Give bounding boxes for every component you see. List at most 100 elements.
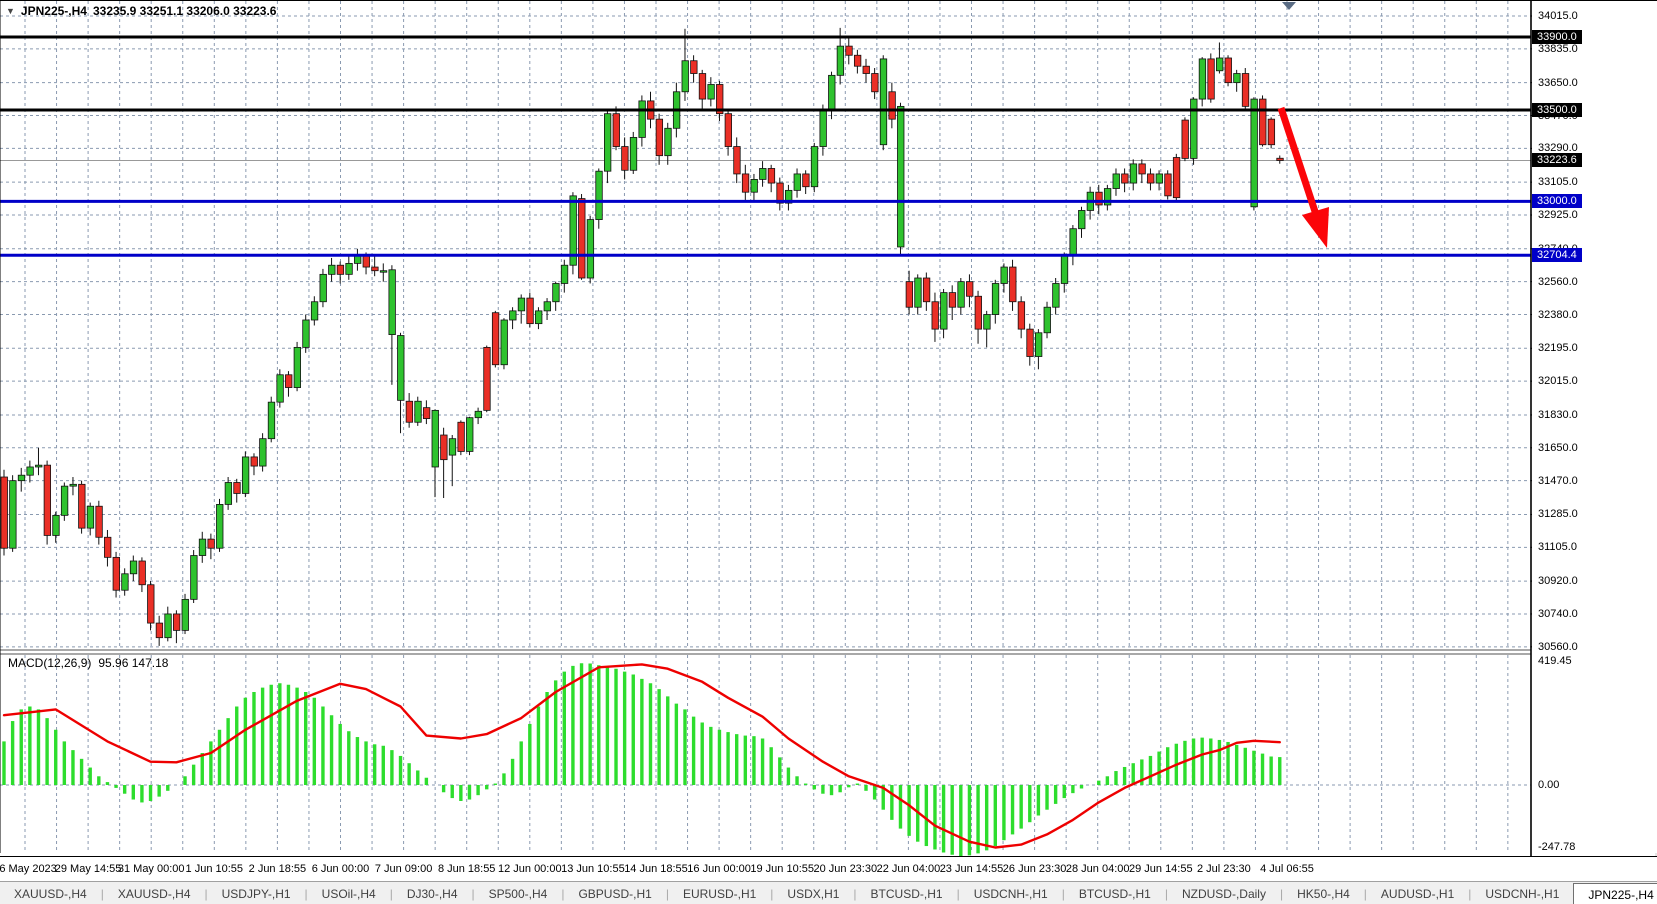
candle-bull bbox=[543, 301, 551, 312]
candle-bull bbox=[750, 179, 758, 193]
price-tick-label: 33650.0 bbox=[1538, 76, 1578, 89]
candle-bull bbox=[267, 401, 276, 440]
candle-bull bbox=[1129, 163, 1138, 184]
chart-tab-xauusd-h4[interactable]: XAUUSD-,H4 bbox=[14, 886, 87, 901]
candle-bear bbox=[95, 505, 103, 538]
candle-bull bbox=[328, 264, 336, 275]
candle-bull bbox=[836, 45, 845, 76]
date-tick-label: 12 Jun 00:00 bbox=[497, 863, 562, 875]
candle-bull bbox=[1052, 283, 1060, 308]
chart-tab-audusd-h1[interactable]: AUDUSD-,H1 bbox=[1380, 886, 1455, 901]
chart-tab-bar: XAUUSD-,H4 | XAUUSD-,H4 | USDJPY-,H1 | USOil-,… bbox=[0, 881, 1657, 904]
candle-bear bbox=[698, 73, 707, 100]
macd-axis-label: -247.78 bbox=[1538, 841, 1576, 853]
chart-tab-hk50-h4[interactable]: HK50-,H4 bbox=[1297, 886, 1350, 901]
candle-bull bbox=[879, 58, 888, 146]
candle-bear bbox=[767, 168, 776, 184]
candle-bull bbox=[793, 173, 801, 191]
price-axis[interactable]: 34015.033835.033650.033470.033290.033105… bbox=[1532, 1, 1657, 853]
candle-bull bbox=[1190, 98, 1198, 159]
candle-bull bbox=[198, 538, 207, 556]
chart-tab-eurusd-h1[interactable]: EURUSD-,H1 bbox=[682, 886, 757, 901]
candle-bull bbox=[1000, 266, 1008, 284]
tab-separator: | bbox=[1363, 886, 1367, 901]
chart-tab-dj30-h4[interactable]: DJ30-,H4 bbox=[406, 886, 458, 901]
candle-bear bbox=[1224, 57, 1232, 84]
trend-arrow-annotation[interactable] bbox=[1277, 106, 1320, 216]
candle-bull bbox=[914, 277, 922, 308]
candle-bear bbox=[621, 146, 629, 171]
price-tick-label: 30740.0 bbox=[1538, 607, 1578, 620]
candle-bull bbox=[241, 456, 250, 494]
candle-bull bbox=[190, 555, 198, 600]
candle-bull bbox=[414, 400, 422, 423]
candle-bear bbox=[207, 538, 215, 549]
candle-bear bbox=[371, 266, 379, 272]
candle-bear bbox=[845, 45, 853, 56]
date-tick-label: 2 Jun 18:55 bbox=[248, 863, 307, 875]
candle-bear bbox=[491, 312, 500, 366]
candle-bull bbox=[181, 598, 189, 631]
macd-signal-line bbox=[2, 663, 1282, 849]
price-tick-label: 31285.0 bbox=[1538, 508, 1578, 521]
tab-separator: | bbox=[100, 886, 104, 901]
candle-bear bbox=[250, 456, 258, 467]
candle-bear bbox=[1147, 173, 1155, 184]
candle-bull bbox=[1250, 98, 1258, 208]
candle-bear bbox=[526, 297, 534, 325]
candle-bear bbox=[43, 464, 51, 536]
candle-bull bbox=[164, 613, 172, 639]
chart-tab-gbpusd-h1[interactable]: GBPUSD-,H1 bbox=[578, 886, 652, 901]
candle-bull bbox=[379, 270, 388, 273]
candle-bear bbox=[802, 173, 810, 188]
chart-tab-sp500-h4[interactable]: SP500-,H4 bbox=[488, 886, 548, 901]
chart-tab-usdcnh-h1[interactable]: USDCNH-,H1 bbox=[973, 886, 1048, 901]
candle-bull bbox=[819, 109, 827, 147]
candle-bear bbox=[1181, 119, 1189, 159]
candle-bull bbox=[897, 105, 905, 248]
dropdown-arrow-icon[interactable]: ▼ bbox=[6, 6, 15, 16]
macd-axis-label: 0.00 bbox=[1538, 779, 1560, 791]
chart-tab-btcusd-h1[interactable]: BTCUSD-,H1 bbox=[870, 886, 943, 901]
trend-arrow-head[interactable] bbox=[1302, 207, 1329, 248]
candle-bear bbox=[233, 482, 241, 494]
price-level-badge: 32704.4 bbox=[1532, 248, 1582, 263]
candle-bull bbox=[517, 297, 526, 312]
date-tick-label: 29 Jun 14:55 bbox=[1128, 863, 1193, 875]
candle-bear bbox=[1172, 157, 1181, 199]
chart-tab-btcusd-h1[interactable]: BTCUSD-,H1 bbox=[1078, 886, 1151, 901]
chart-tab-xauusd-h4[interactable]: XAUUSD-,H4 bbox=[117, 886, 191, 901]
candle-bull bbox=[1155, 173, 1163, 184]
price-tick-label: 31830.0 bbox=[1538, 408, 1578, 421]
candle-bull bbox=[500, 319, 508, 366]
chart-tab-usoil-h4[interactable]: USOil-,H4 bbox=[321, 886, 376, 901]
candle-bull bbox=[707, 84, 715, 100]
chart-canvas[interactable] bbox=[0, 1, 1657, 881]
date-tick-label: 26 May 2023 bbox=[0, 863, 57, 875]
date-tick-label: 14 Jun 18:55 bbox=[624, 863, 688, 875]
candle-bear bbox=[853, 54, 862, 67]
date-tick-label: 26 Jun 23:30 bbox=[1002, 863, 1067, 875]
chart-title: ▼ JPN225-,H4 33235.9 33251.1 33206.0 332… bbox=[6, 4, 276, 18]
chart-tab-usdjpy-h1[interactable]: USDJPY-,H1 bbox=[221, 886, 291, 901]
tab-separator: | bbox=[304, 886, 308, 901]
candle-bear bbox=[655, 118, 664, 157]
candle-bear bbox=[724, 113, 732, 147]
price-tick-label: 33290.0 bbox=[1538, 142, 1578, 155]
date-tick-label: 20 Jun 23:30 bbox=[813, 863, 878, 875]
candle-bull bbox=[991, 283, 1000, 315]
candle-bear bbox=[155, 622, 164, 639]
chart-tab-jpn225-h4[interactable]: JPN225-,H4 bbox=[1573, 883, 1657, 904]
tab-separator: | bbox=[770, 886, 774, 901]
chart-tab-usdx-h1[interactable]: USDX,H1 bbox=[787, 886, 840, 901]
candle-bear bbox=[336, 264, 345, 275]
candle-bull bbox=[604, 113, 612, 172]
candle-bear bbox=[974, 295, 982, 330]
macd-axis-label: 419.45 bbox=[1538, 655, 1572, 667]
candle-bull bbox=[17, 474, 26, 482]
chart-tab-nzdusd-daily[interactable]: NZDUSD-,Daily bbox=[1181, 886, 1266, 901]
chart-tab-usdcnh-h1[interactable]: USDCNH-,H1 bbox=[1485, 886, 1560, 901]
candle-bear bbox=[690, 60, 698, 74]
macd-name: MACD(12,26,9) bbox=[8, 656, 92, 670]
